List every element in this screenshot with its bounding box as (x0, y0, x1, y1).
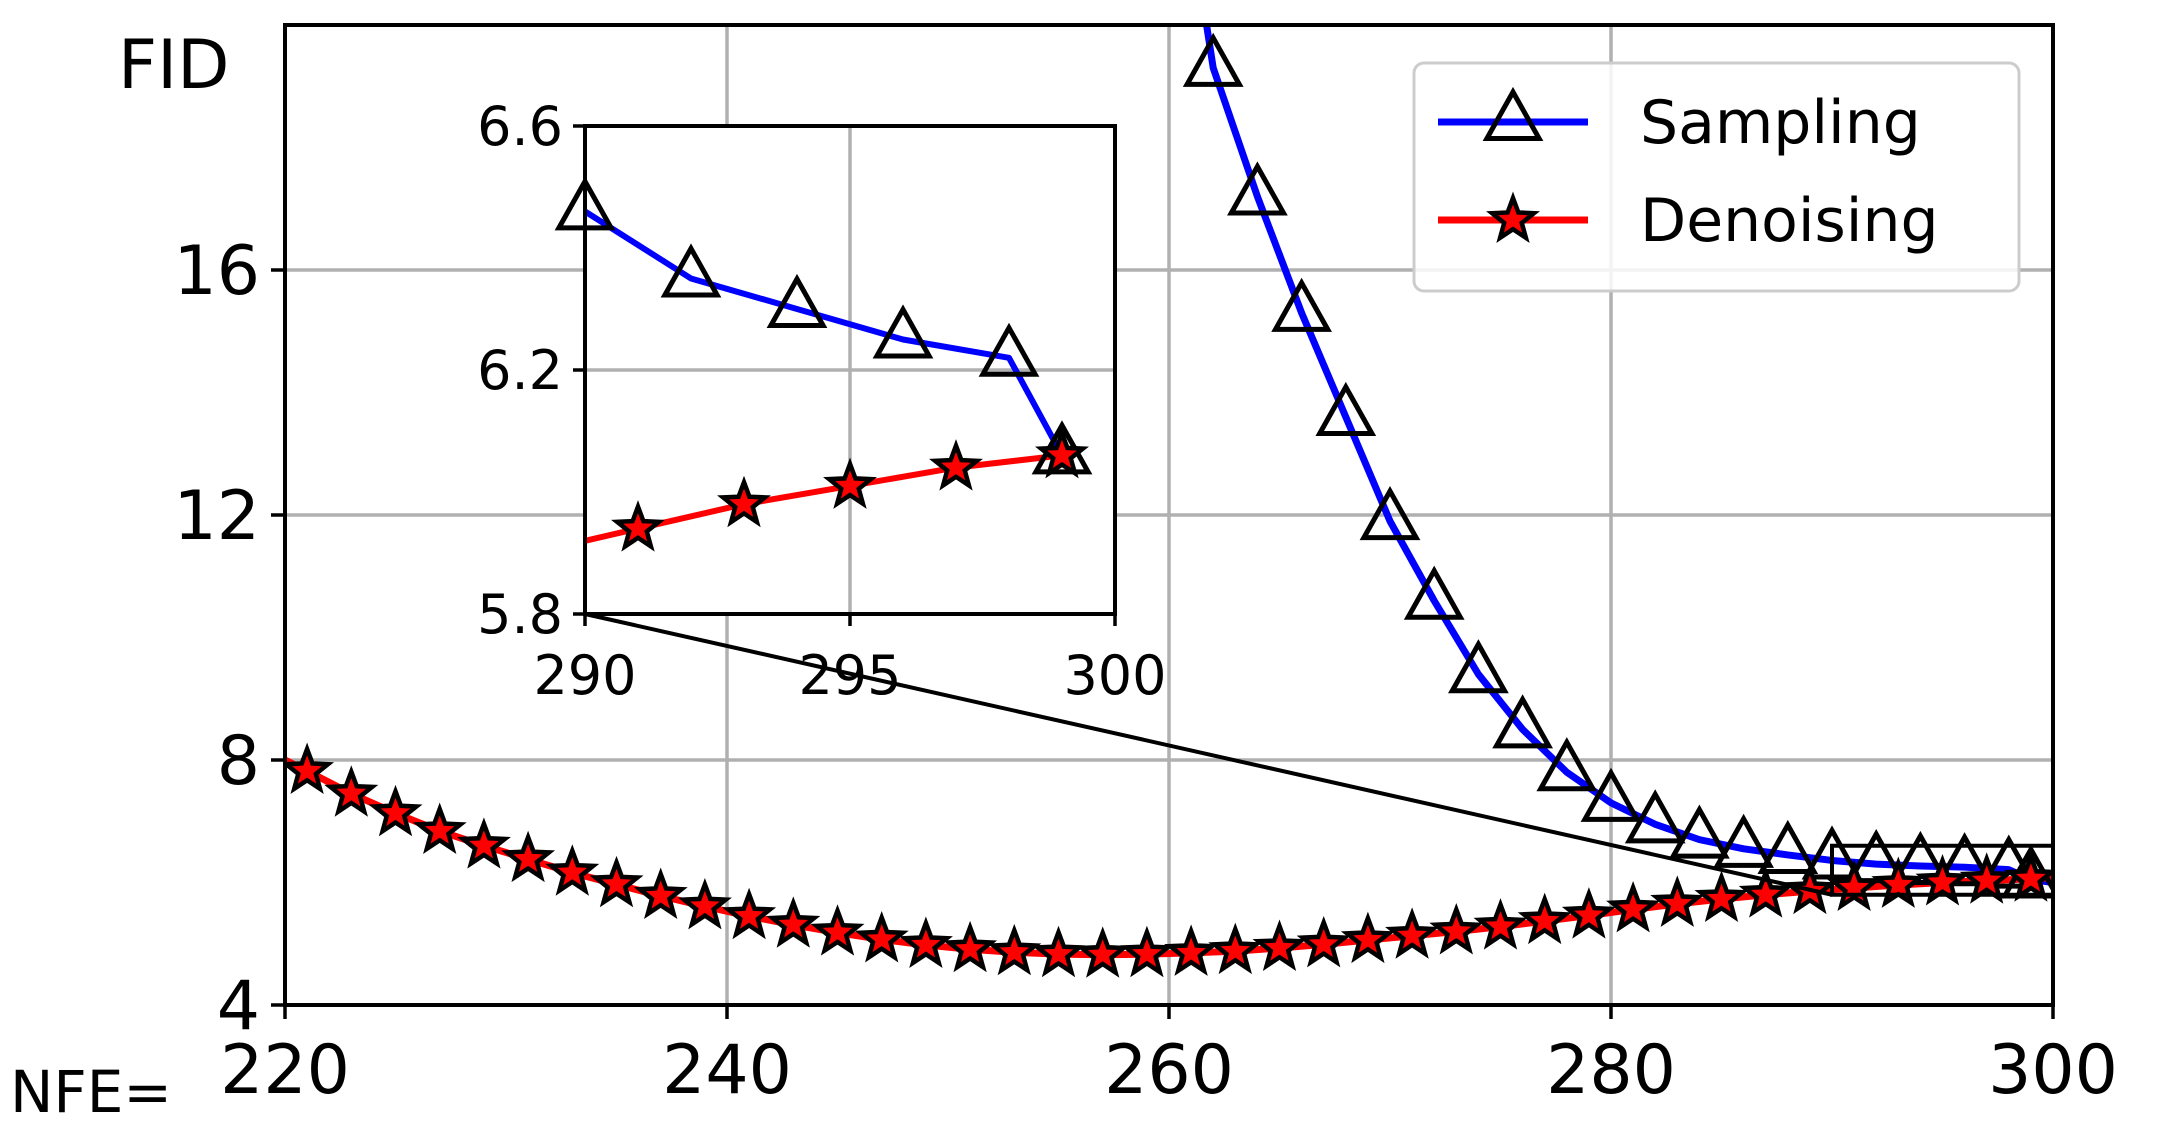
denoising-point (1694, 870, 1749, 922)
inset-denoising-point (823, 457, 877, 509)
sampling-point (1890, 830, 1951, 885)
inset-denoising-point (717, 475, 771, 528)
inset-sampling-point (660, 243, 722, 298)
sampling-point (1359, 486, 1421, 541)
sampling-point (1934, 832, 1995, 887)
sampling-point (1713, 813, 1774, 868)
x-tick-label: 260 (1104, 1031, 1234, 1110)
y-tick-label: 16 (173, 232, 260, 311)
inset-x-tick-label: 295 (798, 644, 901, 707)
inset-connector (584, 612, 2055, 897)
denoising-point (2003, 850, 2053, 902)
inset-connector-line (584, 612, 1833, 897)
denoising-point (633, 867, 688, 920)
sampling-point (1757, 819, 1819, 874)
denoising-point (1650, 875, 1705, 927)
denoising-point (1915, 854, 1970, 906)
legend-sampling-label: Sampling (1640, 88, 1921, 158)
denoising-point (1429, 903, 1484, 955)
legend-sampling-marker (1482, 86, 1544, 141)
denoising-point (1517, 892, 1572, 945)
inset-sampling-point (978, 322, 1040, 377)
inset-chart: 290 295 300 5.8 6.2 6.6 (477, 95, 1166, 707)
denoising-point (1385, 907, 1440, 959)
y-tick-label: 8 (217, 722, 260, 801)
sampling-point (1492, 694, 1553, 749)
denoising-point (810, 904, 865, 956)
sampling-point (1315, 381, 1377, 436)
sampling-point (1669, 804, 1730, 859)
denoising-point (943, 920, 998, 973)
denoising-point (589, 855, 644, 908)
x-axis-prefix-label: NFE= (10, 1058, 172, 1126)
denoising-point (987, 923, 1042, 976)
x-tick-label: 220 (220, 1031, 350, 1110)
sampling-point (1182, 32, 1244, 87)
inset-y-tick-label: 6.2 (477, 339, 563, 402)
denoising-point (1031, 925, 1086, 978)
denoising-point (1252, 919, 1307, 971)
legend-sampling-triangle (1482, 86, 1544, 141)
sampling-point (1271, 277, 1332, 332)
inset-denoising-point (1035, 426, 1089, 479)
legend-denoising-label: Denoising (1640, 186, 1939, 256)
inset-x-tick-label: 300 (1063, 644, 1166, 707)
legend-denoising-star (1486, 191, 1540, 244)
main-series (285, 25, 2053, 978)
inset-sampling-point (766, 273, 828, 328)
sampling-point (1536, 737, 1598, 792)
denoising-point (368, 784, 423, 837)
inset-sampling-point (872, 304, 934, 359)
denoising-point (1340, 911, 1395, 964)
denoising-point (324, 765, 379, 817)
x-tick-label: 300 (1988, 1031, 2118, 1110)
denoising-point (1606, 881, 1661, 933)
x-tick-label: 240 (662, 1031, 792, 1110)
legend-denoising-marker (1486, 191, 1540, 244)
sampling-point (1227, 161, 1288, 216)
inset-series (554, 176, 1093, 552)
denoising-point (766, 896, 821, 948)
sampling-point (1448, 639, 1509, 694)
denoising-point (412, 802, 467, 854)
x-tick-label: 280 (1546, 1031, 1676, 1110)
inset-denoising-point (611, 500, 665, 552)
denoising-point (501, 830, 556, 883)
sampling-point (1624, 789, 1686, 844)
main-ticks: 220 240 260 280 300 4 8 12 16 (173, 232, 2117, 1110)
y-tick-label: 4 (217, 967, 260, 1046)
y-tick-label: 12 (173, 477, 260, 556)
denoising-point (1164, 924, 1219, 976)
denoising-point (1119, 925, 1174, 978)
inset-y-tick-label: 5.8 (477, 583, 563, 646)
denoising-point (1561, 887, 1616, 939)
denoising-point (898, 916, 953, 969)
inset-ticks: 290 295 300 5.8 6.2 6.6 (477, 95, 1166, 707)
denoising-point (285, 742, 335, 794)
denoising-point (854, 911, 909, 963)
inset-markers (554, 176, 1093, 552)
denoising-point (1827, 859, 1882, 911)
inset-y-tick-label: 6.6 (477, 95, 563, 158)
denoising-point (456, 817, 511, 869)
denoising-point (1075, 926, 1130, 978)
denoising-point (1473, 898, 1528, 950)
denoising-point (722, 887, 777, 940)
denoising-point (1959, 852, 2014, 904)
sampling-point (1580, 767, 1642, 822)
zoom-region-box (1830, 843, 2055, 897)
inset-sampling-line (585, 207, 1065, 457)
denoising-point (1208, 922, 1263, 975)
denoising-point (545, 844, 600, 896)
denoising-point (1738, 866, 1793, 918)
inset-denoising-point (929, 439, 983, 491)
main-series-clip (285, 25, 2053, 978)
inset-x-tick-label: 290 (533, 644, 636, 707)
legend: Sampling Denoising (1412, 61, 2021, 293)
sampling-point (1403, 565, 1465, 620)
denoising-point (677, 877, 732, 930)
y-axis-label: FID (118, 26, 230, 105)
denoising-point (1296, 915, 1351, 968)
